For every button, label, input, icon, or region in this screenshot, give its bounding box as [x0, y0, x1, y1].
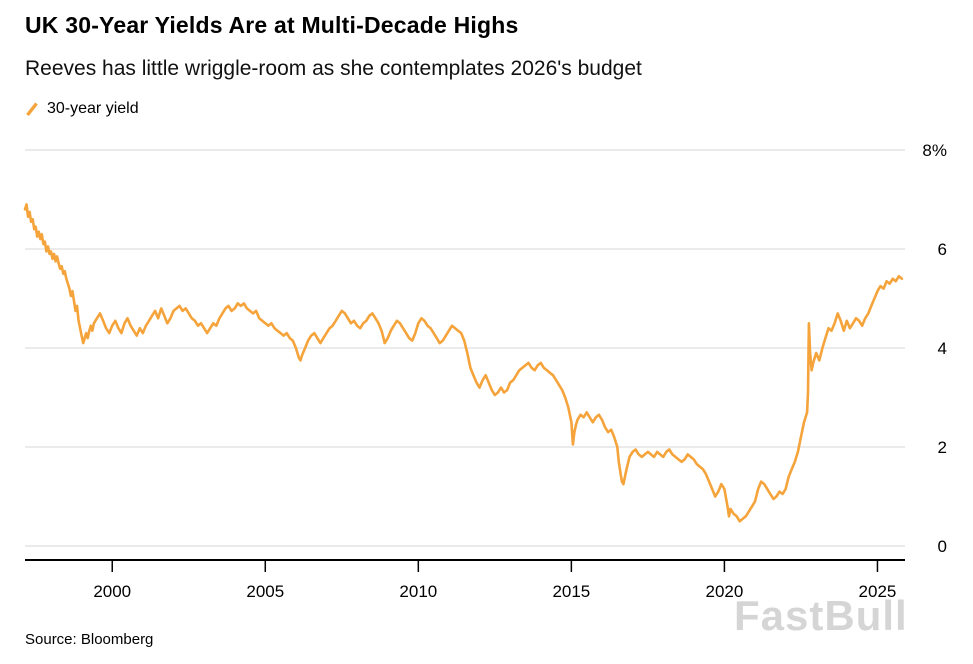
diagonal-stroke-icon	[26, 101, 38, 116]
x-axis-tick-label: 2010	[399, 582, 437, 601]
y-axis-tick-label: 6	[938, 240, 947, 259]
legend-mark-line	[26, 101, 38, 116]
y-axis-tick-label: 4	[938, 339, 947, 358]
x-axis-tick-label: 2015	[552, 582, 590, 601]
y-axis-tick-label: 0	[938, 537, 947, 556]
legend: 30-year yield	[25, 100, 139, 118]
x-axis-tick-label: 2020	[705, 582, 743, 601]
yield-line-series	[23, 203, 904, 523]
x-axis-tick-label: 2000	[93, 582, 131, 601]
watermark: FastBull	[734, 592, 908, 639]
y-axis-tick-label: 8%	[922, 141, 947, 160]
source-note: Source: Bloomberg	[25, 631, 154, 648]
chart-title: UK 30-Year Yields Are at Multi-Decade Hi…	[25, 12, 519, 38]
legend-label: 30-year yield	[47, 100, 139, 117]
x-axis-tick-label: 2025	[859, 582, 897, 601]
chart-subtitle: Reeves has little wriggle-room as she co…	[25, 57, 642, 80]
x-axis-tick-label: 2005	[246, 582, 284, 601]
y-axis-tick-label: 2	[938, 438, 947, 457]
